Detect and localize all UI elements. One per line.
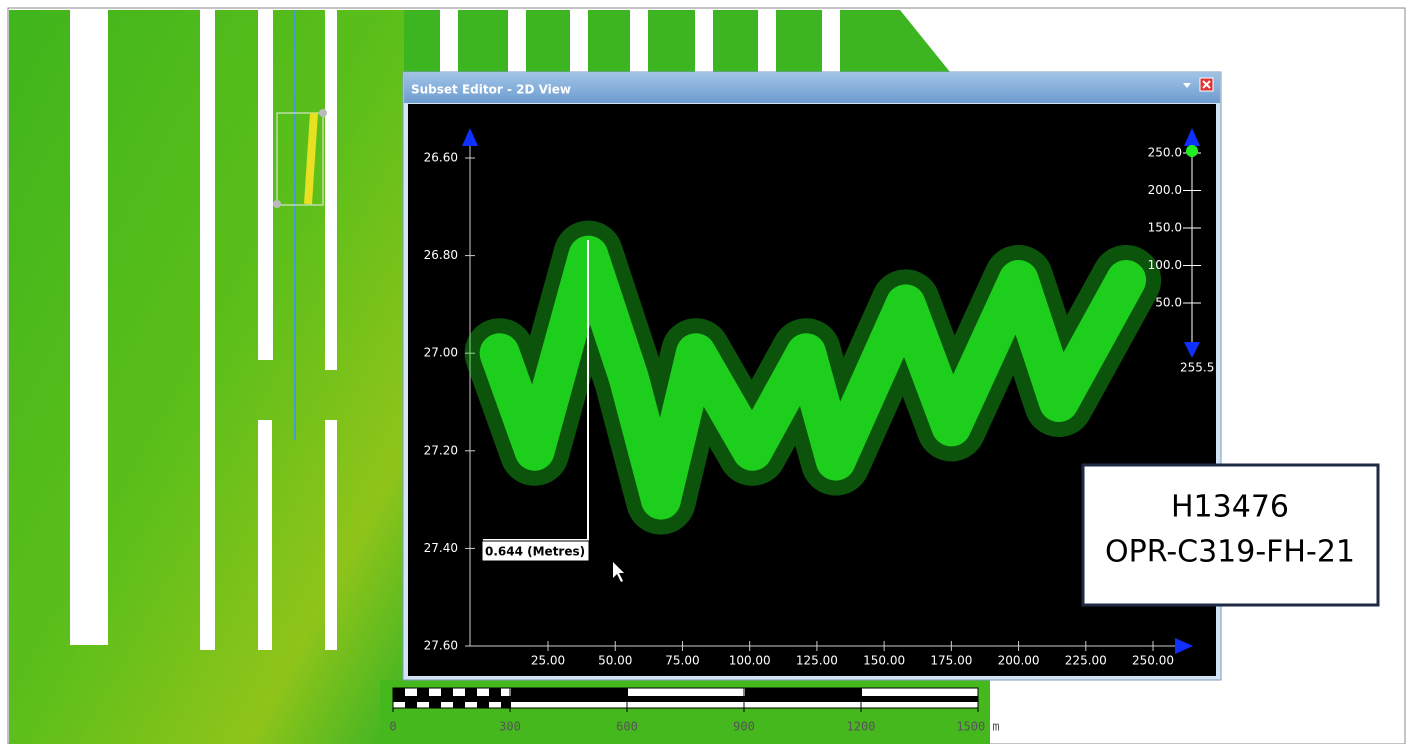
gap [70, 10, 108, 645]
handle[interactable] [319, 109, 327, 117]
terrain [404, 10, 950, 72]
scale-tick-label: 50.0 [1155, 296, 1182, 310]
label-line: H13476 [1171, 490, 1289, 525]
scale-bar-label: 600 [616, 720, 638, 734]
scale-tick-label: 250.0 [1148, 146, 1182, 160]
gap [570, 10, 588, 72]
scale-bar-label: 300 [499, 720, 521, 734]
x-tick-label: 150.00 [863, 654, 905, 668]
y-tick-label: 27.20 [424, 443, 458, 457]
x-tick-label: 125.00 [796, 654, 838, 668]
y-tick-label: 26.80 [424, 248, 458, 262]
color-scale-bottom-label: 255.5 [1180, 361, 1214, 375]
scale-bar-label: 1500 m [956, 720, 999, 734]
gap [325, 10, 337, 370]
x-tick-label: 25.00 [531, 654, 565, 668]
x-tick-label: 175.00 [930, 654, 972, 668]
y-tick-label: 27.40 [424, 541, 458, 555]
x-tick-label: 250.00 [1132, 654, 1174, 668]
measurement-label: 0.644 (Metres) [485, 545, 585, 559]
scale-fill [393, 696, 978, 702]
y-tick-label: 27.60 [424, 639, 458, 653]
scale-tick-label: 100.0 [1148, 258, 1182, 272]
x-tick-label: 50.00 [598, 654, 632, 668]
scale-bar-label: 0 [389, 720, 396, 734]
x-tick-label: 200.00 [998, 654, 1040, 668]
label-box: H13476 OPR-C319-FH-21 [1083, 465, 1378, 605]
gap [200, 10, 215, 650]
scale-bar-label: 900 [733, 720, 755, 734]
gap [695, 10, 713, 72]
gap [508, 10, 526, 72]
x-tick-label: 75.00 [665, 654, 699, 668]
gap [758, 10, 776, 72]
x-tick-label: 225.00 [1065, 654, 1107, 668]
scale-tick-label: 200.0 [1148, 183, 1182, 197]
gap [258, 10, 273, 360]
y-tick-label: 26.60 [424, 151, 458, 165]
handle[interactable] [273, 200, 281, 208]
scale-marker [1186, 145, 1198, 157]
label-line: OPR-C319-FH-21 [1105, 535, 1355, 570]
scale-tick-label: 150.0 [1148, 221, 1182, 235]
scale-bar-label: 1200 [847, 720, 876, 734]
screen: Subset Editor - 2D View 255.5 26.60 26.80… [0, 0, 1411, 744]
gap [630, 10, 648, 72]
x-tick-label: 100.00 [729, 654, 771, 668]
gap [325, 420, 337, 650]
gap [822, 10, 840, 72]
gap [440, 10, 458, 72]
window-title: Subset Editor - 2D View [411, 83, 571, 97]
gap [258, 420, 272, 650]
y-tick-label: 27.00 [424, 346, 458, 360]
